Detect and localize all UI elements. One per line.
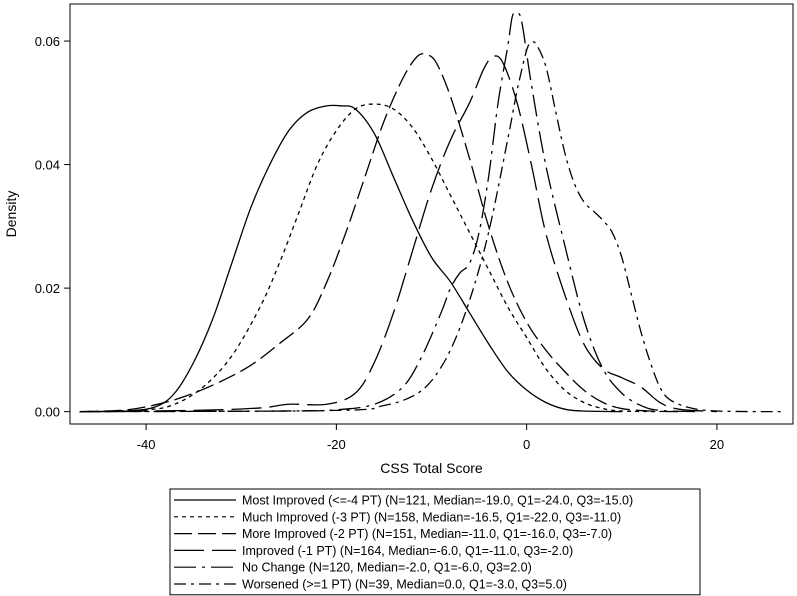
legend-entry: Much Improved (-3 PT) (N=158, Median=-16… [242,510,621,524]
plot-frame [69,3,794,425]
x-tick-label: 20 [710,437,724,452]
plot-area [79,11,784,413]
series-line-6 [79,41,784,413]
series-line-3 [79,53,679,413]
y-tick-label: 0.00 [35,405,60,420]
series-line-4 [79,55,717,413]
x-tick-label: 0 [523,437,530,452]
y-tick-label: 0.02 [35,281,60,296]
y-axis-title: Density [3,191,19,238]
series-line-5 [79,11,698,413]
axes: -40 -20 0 20 0.00 0.02 0.04 0.06 [35,3,794,452]
legend-entry: Improved (-1 PT) (N=164, Median=-6.0, Q1… [242,544,573,558]
legend-entry: No Change (N=120, Median=-2.0, Q1=-6.0, … [242,561,532,575]
legend-box [169,488,701,596]
legend-entry: Most Improved (<=-4 PT) (N=121, Median=-… [242,494,633,508]
x-tick-label: -40 [137,437,156,452]
series-line-2 [79,103,660,413]
y-tick-label: 0.06 [35,34,60,49]
y-tick-label: 0.04 [35,158,60,173]
legend-entry: Worsened (>=1 PT) (N=39, Median=0.0, Q1=… [242,578,567,592]
x-tick-label: -20 [327,437,346,452]
series-line-1 [79,104,622,413]
x-axis-title: CSS Total Score [380,460,483,476]
legend-entry: More Improved (-2 PT) (N=151, Median=-11… [242,527,612,541]
legend: Most Improved (<=-4 PT) (N=121, Median=-… [169,488,701,596]
